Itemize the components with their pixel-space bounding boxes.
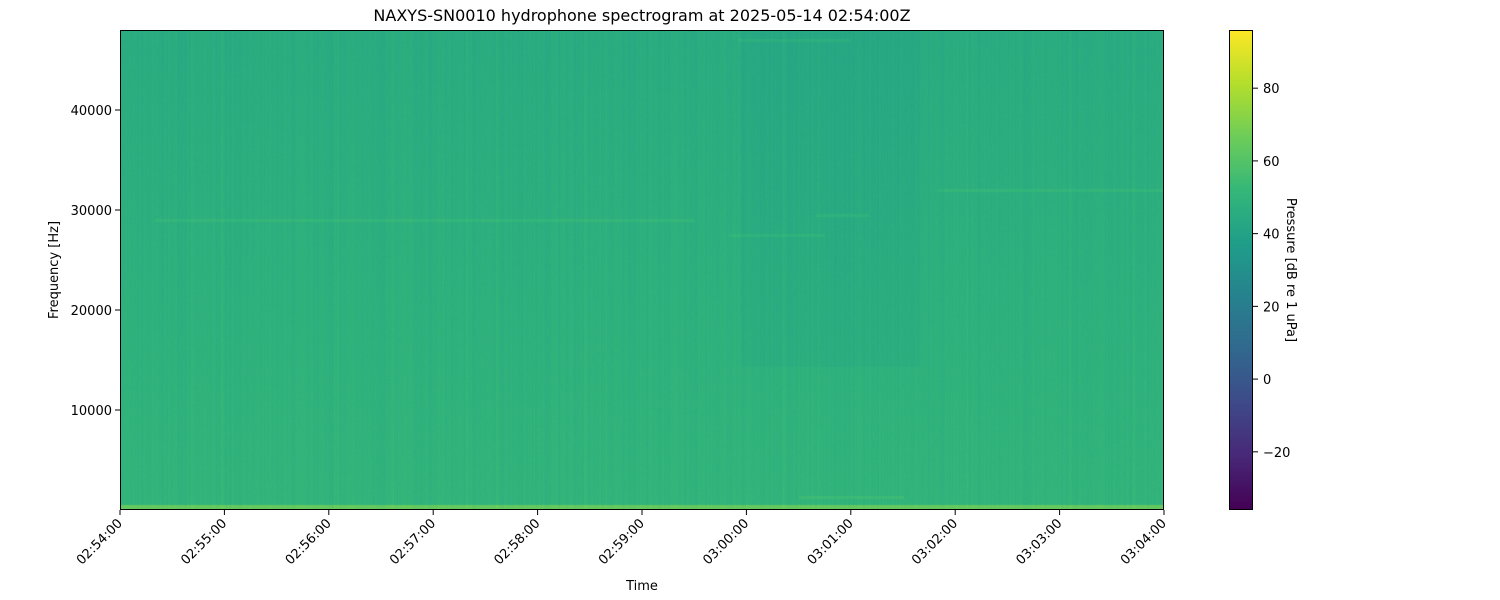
- colorbar-tick-label: 0: [1263, 373, 1271, 388]
- x-axis-label: Time: [625, 579, 658, 594]
- x-tick-label: 03:00:00: [700, 516, 752, 568]
- y-tick-label: 10000: [71, 404, 112, 419]
- colorbar-tick-label: −20: [1263, 446, 1290, 461]
- y-axis-label: Frequency [Hz]: [47, 221, 62, 319]
- x-tick-label: 03:02:00: [909, 516, 961, 568]
- colorbar-tick-label: 40: [1263, 228, 1280, 243]
- colorbar-label: Pressure [dB re 1 uPa]: [1283, 198, 1298, 342]
- colorbar-gradient: [1229, 30, 1253, 510]
- y-tick-label: 20000: [71, 304, 112, 319]
- x-tick-label: 02:58:00: [492, 516, 544, 568]
- x-tick-label: 02:56:00: [283, 516, 335, 568]
- x-tick-label: 03:04:00: [1118, 516, 1170, 568]
- y-tick-label: 40000: [71, 104, 112, 119]
- colorbar-frame: [1229, 30, 1253, 510]
- colorbar-tick-label: 60: [1263, 155, 1280, 170]
- x-tick-label: 02:54:00: [74, 516, 126, 568]
- chart-title: NAXYS-SN0010 hydrophone spectrogram at 2…: [373, 6, 910, 25]
- y-tick-label: 30000: [71, 204, 112, 219]
- x-tick-label: 02:59:00: [596, 516, 648, 568]
- colorbar-tick-label: 20: [1263, 300, 1280, 315]
- y-axis-ticks: 10000 20000 30000 40000: [71, 104, 120, 419]
- x-tick-label: 02:55:00: [178, 516, 230, 568]
- spectrogram-image: [120, 30, 1164, 510]
- colorbar-tick-label: 80: [1263, 82, 1280, 97]
- x-axis-ticks: 02:54:00 02:55:00 02:56:00 02:57:00 02:58:00…: [74, 510, 1170, 568]
- x-tick-label: 02:57:00: [387, 516, 439, 568]
- x-tick-label: 03:03:00: [1014, 516, 1066, 568]
- colorbar-ticks: −20 0 20 40 60 80: [1253, 82, 1290, 461]
- x-tick-label: 03:01:00: [805, 516, 857, 568]
- plot-frame: [120, 30, 1164, 510]
